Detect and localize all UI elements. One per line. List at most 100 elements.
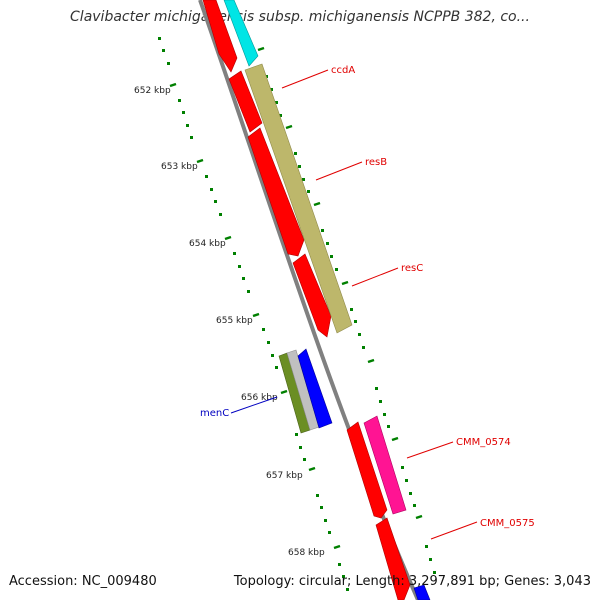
outer-dot [294, 152, 297, 155]
tick-dot [186, 124, 189, 127]
outer-dash [313, 201, 321, 207]
gene-feature-blue[interactable] [297, 348, 333, 429]
outer-dot [275, 101, 278, 104]
tick-dot [162, 49, 165, 52]
tick-dot [214, 200, 217, 203]
tick-dot [182, 111, 185, 114]
outer-dot [279, 114, 282, 117]
scale-label: 654 kbp [189, 239, 226, 249]
leader-resC [351, 267, 399, 287]
outer-dot [387, 425, 390, 428]
gene-feature-CMM_0575[interactable] [375, 517, 411, 600]
features[interactable] [202, 0, 431, 600]
gene-label-menC[interactable]: menC [200, 408, 229, 419]
scale-label: 655 kbp [216, 316, 253, 326]
gene-feature-resB[interactable] [247, 127, 305, 257]
outer-ring-dots [265, 75, 436, 574]
tick-dot [328, 531, 331, 534]
scale-label: 657 kbp [266, 471, 303, 481]
tick-dot [190, 136, 193, 139]
tick-dot [233, 252, 236, 255]
outer-dot [425, 545, 428, 548]
outer-dot [401, 466, 404, 469]
outer-dot [330, 255, 333, 258]
outer-dot [302, 178, 305, 181]
outer-dot [335, 268, 338, 271]
tick-dot [275, 366, 278, 369]
outer-dot [307, 190, 310, 193]
tick-dot [271, 354, 274, 357]
outer-dot [270, 88, 273, 91]
tick-dot [210, 188, 213, 191]
gene-feature-resC[interactable] [292, 253, 332, 338]
major-tick [333, 544, 341, 550]
tick-dot [178, 99, 181, 102]
major-tick [280, 389, 288, 395]
outer-ring-dashes [257, 46, 423, 520]
tick-dot [158, 37, 161, 40]
gene-feature-khaki[interactable] [244, 63, 353, 334]
outer-dot [321, 229, 324, 232]
leader-menC [230, 396, 278, 414]
leader-CMM_0575 [430, 521, 478, 540]
gene-label-resB[interactable]: resB [365, 157, 387, 168]
scale-label: 656 kbp [241, 393, 278, 403]
tick-dot [219, 213, 222, 216]
genome-summary-text: Topology: circular; Length: 3,297,891 bp… [233, 574, 591, 589]
outer-dash [285, 124, 293, 130]
outer-dot [350, 308, 353, 311]
scale-label: 652 kbp [134, 86, 171, 96]
outer-dash [341, 280, 349, 286]
tick-dot [205, 175, 208, 178]
outer-dot [354, 320, 357, 323]
outer-dot [298, 165, 301, 168]
leader-CMM_0574 [406, 441, 454, 459]
major-tick [224, 235, 232, 241]
scale-label: 653 kbp [161, 162, 198, 172]
major-tick [252, 312, 260, 318]
outer-dot [413, 504, 416, 507]
outer-dash [367, 358, 375, 364]
outer-dot [433, 571, 436, 574]
scale-label: 658 kbp [288, 548, 325, 558]
major-tick [308, 466, 316, 472]
outer-dash [391, 436, 399, 442]
major-tick [169, 82, 177, 88]
minor-ticks [158, 37, 349, 591]
outer-dot [375, 387, 378, 390]
gene-label-CMM_0574[interactable]: CMM_0574 [456, 437, 511, 448]
major-ticks [169, 82, 341, 550]
outer-dot [409, 492, 412, 495]
tick-dot [346, 588, 349, 591]
outer-dot [405, 479, 408, 482]
tick-dot [324, 519, 327, 522]
tick-dot [247, 290, 250, 293]
gene-feature-CMM_0574[interactable] [346, 421, 388, 519]
outer-dash [415, 514, 423, 520]
gene-label-resC[interactable]: resC [401, 263, 423, 274]
tick-dot [303, 458, 306, 461]
outer-dot [429, 558, 432, 561]
gene-label-CMM_0575[interactable]: CMM_0575 [480, 518, 535, 529]
gene-feature-pink[interactable] [363, 415, 407, 515]
outer-dot [362, 346, 365, 349]
tick-dot [295, 433, 298, 436]
tick-dot [320, 506, 323, 509]
gene-feature-top-red[interactable] [202, 0, 238, 73]
tick-dot [342, 575, 345, 578]
gene-feature-cyan[interactable] [223, 0, 259, 67]
gene-label-ccdA[interactable]: ccdA [331, 65, 355, 76]
gene-feature-bottom-blue[interactable] [413, 584, 431, 600]
gene-feature-ccdA[interactable] [228, 70, 263, 133]
tick-dot [299, 446, 302, 449]
outer-dot [358, 333, 361, 336]
outer-dot [326, 242, 329, 245]
tick-dot [338, 563, 341, 566]
outer-dot [379, 400, 382, 403]
tick-dot [316, 494, 319, 497]
scale-labels: 652 kbp 653 kbp 654 kbp 655 kbp 656 kbp … [134, 86, 325, 558]
outer-dot [383, 413, 386, 416]
tick-dot [238, 265, 241, 268]
tick-dot [167, 62, 170, 65]
